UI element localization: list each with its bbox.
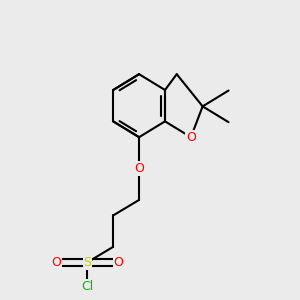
Text: Cl: Cl xyxy=(81,280,93,293)
Text: O: O xyxy=(114,256,124,269)
Text: O: O xyxy=(134,162,144,175)
Text: S: S xyxy=(83,256,91,269)
Text: O: O xyxy=(186,131,196,144)
Text: O: O xyxy=(51,256,61,269)
